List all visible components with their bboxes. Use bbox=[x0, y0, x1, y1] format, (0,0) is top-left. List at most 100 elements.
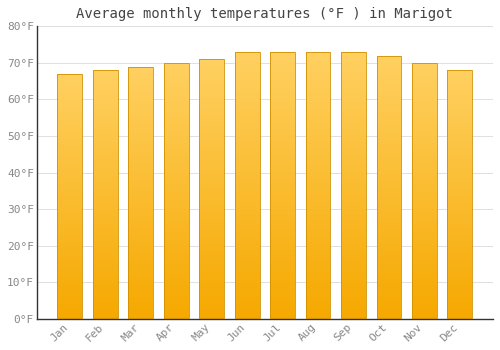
Bar bbox=[164, 306, 188, 309]
Bar bbox=[58, 74, 82, 319]
Bar bbox=[164, 140, 188, 143]
Bar bbox=[270, 155, 295, 159]
Bar bbox=[270, 212, 295, 215]
Bar bbox=[164, 223, 188, 226]
Bar bbox=[341, 165, 366, 169]
Bar bbox=[306, 205, 330, 209]
Bar bbox=[306, 82, 330, 85]
Bar bbox=[341, 102, 366, 105]
Bar bbox=[200, 254, 224, 257]
Bar bbox=[448, 76, 472, 79]
Bar bbox=[235, 89, 260, 92]
Bar bbox=[270, 125, 295, 129]
Bar bbox=[235, 139, 260, 142]
Bar bbox=[93, 117, 118, 120]
Bar bbox=[235, 205, 260, 209]
Bar bbox=[448, 275, 472, 279]
Bar bbox=[200, 309, 224, 313]
Bar bbox=[448, 107, 472, 111]
Bar bbox=[376, 273, 402, 276]
Bar bbox=[128, 66, 153, 70]
Bar bbox=[164, 280, 188, 284]
Bar bbox=[200, 147, 224, 150]
Bar bbox=[270, 169, 295, 172]
Bar bbox=[128, 158, 153, 161]
Bar bbox=[58, 301, 82, 303]
Bar bbox=[235, 236, 260, 239]
Bar bbox=[412, 72, 437, 76]
Bar bbox=[58, 264, 82, 267]
Bar bbox=[412, 98, 437, 101]
Bar bbox=[306, 279, 330, 282]
Bar bbox=[200, 234, 224, 238]
Bar bbox=[376, 207, 402, 210]
Bar bbox=[235, 292, 260, 295]
Bar bbox=[164, 229, 188, 232]
Bar bbox=[341, 256, 366, 259]
Bar bbox=[306, 102, 330, 105]
Bar bbox=[448, 309, 472, 313]
Bar bbox=[93, 275, 118, 279]
Bar bbox=[164, 76, 188, 79]
Bar bbox=[306, 232, 330, 236]
Bar bbox=[341, 75, 366, 79]
Bar bbox=[341, 105, 366, 108]
Bar bbox=[164, 63, 188, 319]
Bar bbox=[448, 198, 472, 201]
Bar bbox=[128, 107, 153, 111]
Bar bbox=[412, 153, 437, 156]
Bar bbox=[448, 279, 472, 282]
Bar bbox=[341, 52, 366, 55]
Bar bbox=[270, 316, 295, 319]
Bar bbox=[235, 149, 260, 152]
Bar bbox=[270, 52, 295, 319]
Bar bbox=[200, 98, 224, 102]
Bar bbox=[412, 175, 437, 178]
Bar bbox=[235, 55, 260, 58]
Bar bbox=[341, 65, 366, 69]
Bar bbox=[58, 209, 82, 212]
Bar bbox=[93, 263, 118, 266]
Bar bbox=[200, 202, 224, 205]
Bar bbox=[376, 95, 402, 98]
Bar bbox=[164, 89, 188, 92]
Bar bbox=[164, 108, 188, 111]
Bar bbox=[306, 256, 330, 259]
Bar bbox=[235, 249, 260, 252]
Bar bbox=[270, 89, 295, 92]
Bar bbox=[306, 75, 330, 79]
Bar bbox=[164, 194, 188, 197]
Bar bbox=[235, 132, 260, 135]
Bar bbox=[306, 119, 330, 122]
Bar bbox=[341, 202, 366, 205]
Bar bbox=[58, 178, 82, 181]
Bar bbox=[235, 262, 260, 266]
Bar bbox=[128, 98, 153, 101]
Bar bbox=[58, 187, 82, 190]
Bar bbox=[448, 148, 472, 151]
Bar bbox=[376, 194, 402, 197]
Bar bbox=[341, 312, 366, 316]
Bar bbox=[448, 257, 472, 260]
Bar bbox=[448, 294, 472, 297]
Bar bbox=[58, 285, 82, 288]
Bar bbox=[93, 303, 118, 307]
Bar bbox=[270, 112, 295, 115]
Bar bbox=[376, 65, 402, 69]
Bar bbox=[164, 232, 188, 236]
Bar bbox=[164, 101, 188, 104]
Bar bbox=[58, 282, 82, 285]
Bar bbox=[412, 204, 437, 207]
Bar bbox=[376, 89, 402, 92]
Bar bbox=[412, 252, 437, 255]
Bar bbox=[341, 292, 366, 295]
Bar bbox=[306, 222, 330, 225]
Bar bbox=[235, 85, 260, 89]
Bar bbox=[58, 102, 82, 104]
Bar bbox=[93, 182, 118, 185]
Bar bbox=[270, 225, 295, 229]
Bar bbox=[306, 105, 330, 108]
Bar bbox=[235, 186, 260, 189]
Bar bbox=[235, 155, 260, 159]
Bar bbox=[58, 218, 82, 221]
